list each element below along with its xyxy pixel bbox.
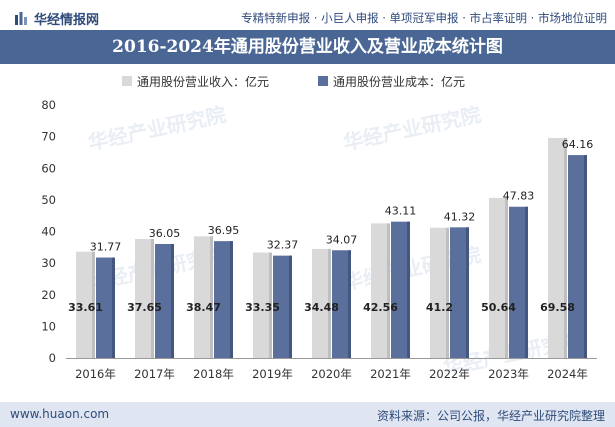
x-tick-label: 2016年 — [75, 367, 116, 381]
watermark-text: 华经产业研究院 — [86, 102, 228, 155]
cost-data-label: 31.77 — [90, 241, 122, 254]
cost-data-label: 43.11 — [385, 205, 417, 218]
cost-data-label: 36.95 — [208, 224, 240, 237]
revenue-bar-shade — [210, 236, 213, 358]
legend-label-1: 通用股份营业收入：亿元 — [137, 74, 269, 89]
revenue-data-label: 69.58 — [540, 301, 575, 314]
revenue-bar — [548, 137, 567, 358]
cost-bar-shade — [112, 257, 115, 358]
cost-bar — [568, 155, 587, 358]
cost-bar — [391, 221, 410, 358]
chart-title: 2016-2024年通用股份营业收入及营业成本统计图 — [112, 37, 503, 57]
cost-data-label: 36.05 — [149, 227, 181, 240]
cost-data-label: 32.37 — [267, 239, 299, 252]
x-tick-label: 2022年 — [429, 367, 470, 381]
revenue-bar — [489, 197, 508, 358]
revenue-data-label: 38.47 — [186, 301, 221, 314]
axes: 0 10 20 30 40 50 60 70 80 2016年 2017年 2018年 2019年 202… — [41, 98, 597, 381]
cost-bar-shade — [230, 241, 233, 358]
y-tick-label: 40 — [41, 225, 56, 239]
cost-bar-shade — [525, 206, 528, 358]
revenue-bar — [135, 238, 154, 358]
logo-icon — [15, 12, 27, 25]
revenue-bar — [253, 252, 272, 358]
title-bar: 2016-2024年通用股份营业收入及营业成本统计图 — [0, 30, 615, 64]
data-labels: 33.61 31.77 37.65 36.05 38.47 36.95 33.35 32.37… — [68, 138, 593, 314]
cost-bar-shade — [348, 250, 351, 358]
logo[interactable]: 华经情报网 — [14, 9, 99, 28]
revenue-data-label: 50.64 — [481, 301, 516, 314]
cost-bar — [96, 257, 115, 358]
x-tick-label: 2023年 — [488, 367, 529, 381]
cost-bar — [332, 250, 351, 358]
y-tick-label: 50 — [41, 193, 56, 207]
cost-data-label: 64.16 — [562, 138, 594, 151]
cost-bar — [509, 206, 528, 358]
bars — [76, 137, 587, 358]
revenue-bar-shade — [387, 223, 390, 358]
logo-text: 华经情报网 — [34, 13, 100, 28]
revenue-bar — [76, 251, 95, 358]
footer-url[interactable]: www.huaon.com — [10, 407, 110, 421]
revenue-bar-shade — [92, 251, 95, 358]
x-tick-label: 2017年 — [134, 367, 175, 381]
revenue-bar-shade — [505, 197, 508, 358]
x-tick-label: 2020年 — [311, 367, 352, 381]
revenue-data-label: 41.2 — [426, 301, 453, 314]
x-tick-label: 2024年 — [547, 367, 588, 381]
cost-bar — [155, 243, 174, 358]
cost-data-label: 34.07 — [326, 233, 358, 246]
watermark-text: 华经产业研究院 — [341, 102, 483, 155]
legend-swatch-1 — [122, 76, 132, 86]
cost-data-label: 47.83 — [503, 190, 535, 203]
revenue-bar-shade — [564, 137, 567, 358]
cost-bar-shade — [289, 255, 292, 358]
revenue-bar — [371, 223, 390, 358]
y-tick-label: 20 — [41, 288, 56, 302]
footer-source: 资料来源：公司公报，华经产业研究院整理 — [376, 409, 605, 423]
revenue-data-label: 33.35 — [245, 301, 280, 314]
revenue-bar — [312, 248, 331, 358]
cost-bar — [450, 227, 469, 358]
y-tick-label: 70 — [41, 130, 56, 144]
cost-data-label: 41.32 — [444, 210, 476, 223]
y-tick-label: 30 — [41, 256, 56, 270]
cost-bar — [214, 241, 233, 358]
x-tick-label: 2018年 — [193, 367, 234, 381]
y-tick-label: 10 — [41, 319, 56, 333]
cost-bar — [273, 255, 292, 358]
revenue-bar-shade — [269, 252, 272, 358]
cost-bar-shade — [466, 227, 469, 358]
x-tick-label: 2021年 — [370, 367, 411, 381]
cost-bar-shade — [584, 155, 587, 358]
revenue-bar — [430, 227, 449, 358]
legend-swatch-2 — [318, 76, 328, 86]
revenue-data-label: 34.48 — [304, 301, 339, 314]
y-tick-label: 80 — [41, 98, 56, 112]
revenue-bar-shade — [446, 227, 449, 358]
x-tick-label: 2019年 — [252, 367, 293, 381]
cost-bar-shade — [171, 243, 174, 358]
revenue-data-label: 33.61 — [68, 301, 103, 314]
tagline: 专精特新申报 · 小巨人申报 · 单项冠军申报 · 市占率证明 · 市场地位证明 — [241, 11, 607, 25]
footer-bar: www.huaon.com 资料来源：公司公报，华经产业研究院整理 — [0, 402, 615, 427]
revenue-bar-shade — [328, 248, 331, 358]
cost-bar-shade — [407, 221, 410, 358]
revenue-bar-shade — [151, 238, 154, 358]
y-tick-label: 0 — [49, 351, 56, 365]
legend: 通用股份营业收入：亿元 通用股份营业成本：亿元 — [122, 74, 465, 89]
revenue-data-label: 42.56 — [363, 301, 398, 314]
revenue-bar — [194, 236, 213, 358]
legend-label-2: 通用股份营业成本：亿元 — [333, 74, 465, 89]
y-tick-label: 60 — [41, 161, 56, 175]
revenue-data-label: 37.65 — [127, 301, 162, 314]
